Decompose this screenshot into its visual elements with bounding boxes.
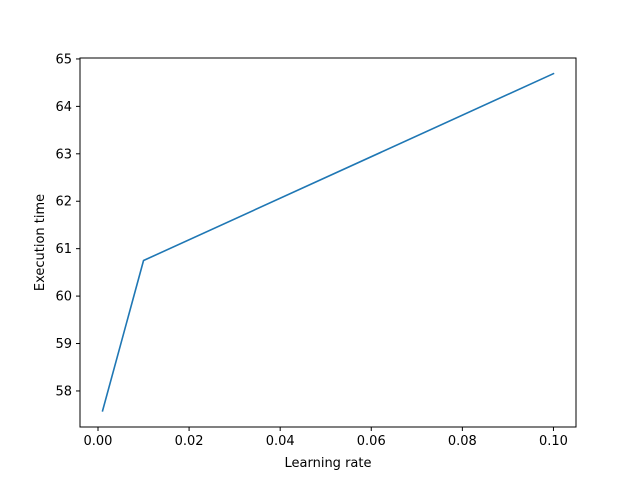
plot-background	[80, 58, 576, 427]
x-tick-label: 0.00	[84, 434, 113, 449]
ticks-layer: 0.00 0.02 0.04 0.06 0.08 0.10 58 59 60 61 62 63 64 65	[55, 52, 567, 449]
y-tick-label: 62	[55, 195, 72, 210]
x-tick-label: 0.02	[175, 434, 204, 449]
x-tick-label: 0.04	[266, 434, 295, 449]
x-tick-label: 0.08	[448, 434, 477, 449]
y-tick-label: 65	[55, 52, 72, 67]
y-tick-label: 58	[55, 384, 72, 399]
series-line	[101, 72, 555, 412]
y-tick-label: 59	[55, 337, 72, 352]
x-axis-label: Learning rate	[285, 456, 372, 471]
y-tick-label: 61	[55, 242, 72, 257]
y-tick-label: 63	[55, 147, 72, 162]
y-tick-label: 64	[55, 100, 72, 115]
y-tick-label: 60	[55, 290, 72, 305]
y-axis-label: Execution time	[33, 194, 48, 291]
x-tick-label: 0.10	[539, 434, 568, 449]
x-tick-label: 0.06	[357, 434, 386, 449]
plot-frame	[79, 57, 577, 428]
series-layer	[101, 72, 555, 412]
